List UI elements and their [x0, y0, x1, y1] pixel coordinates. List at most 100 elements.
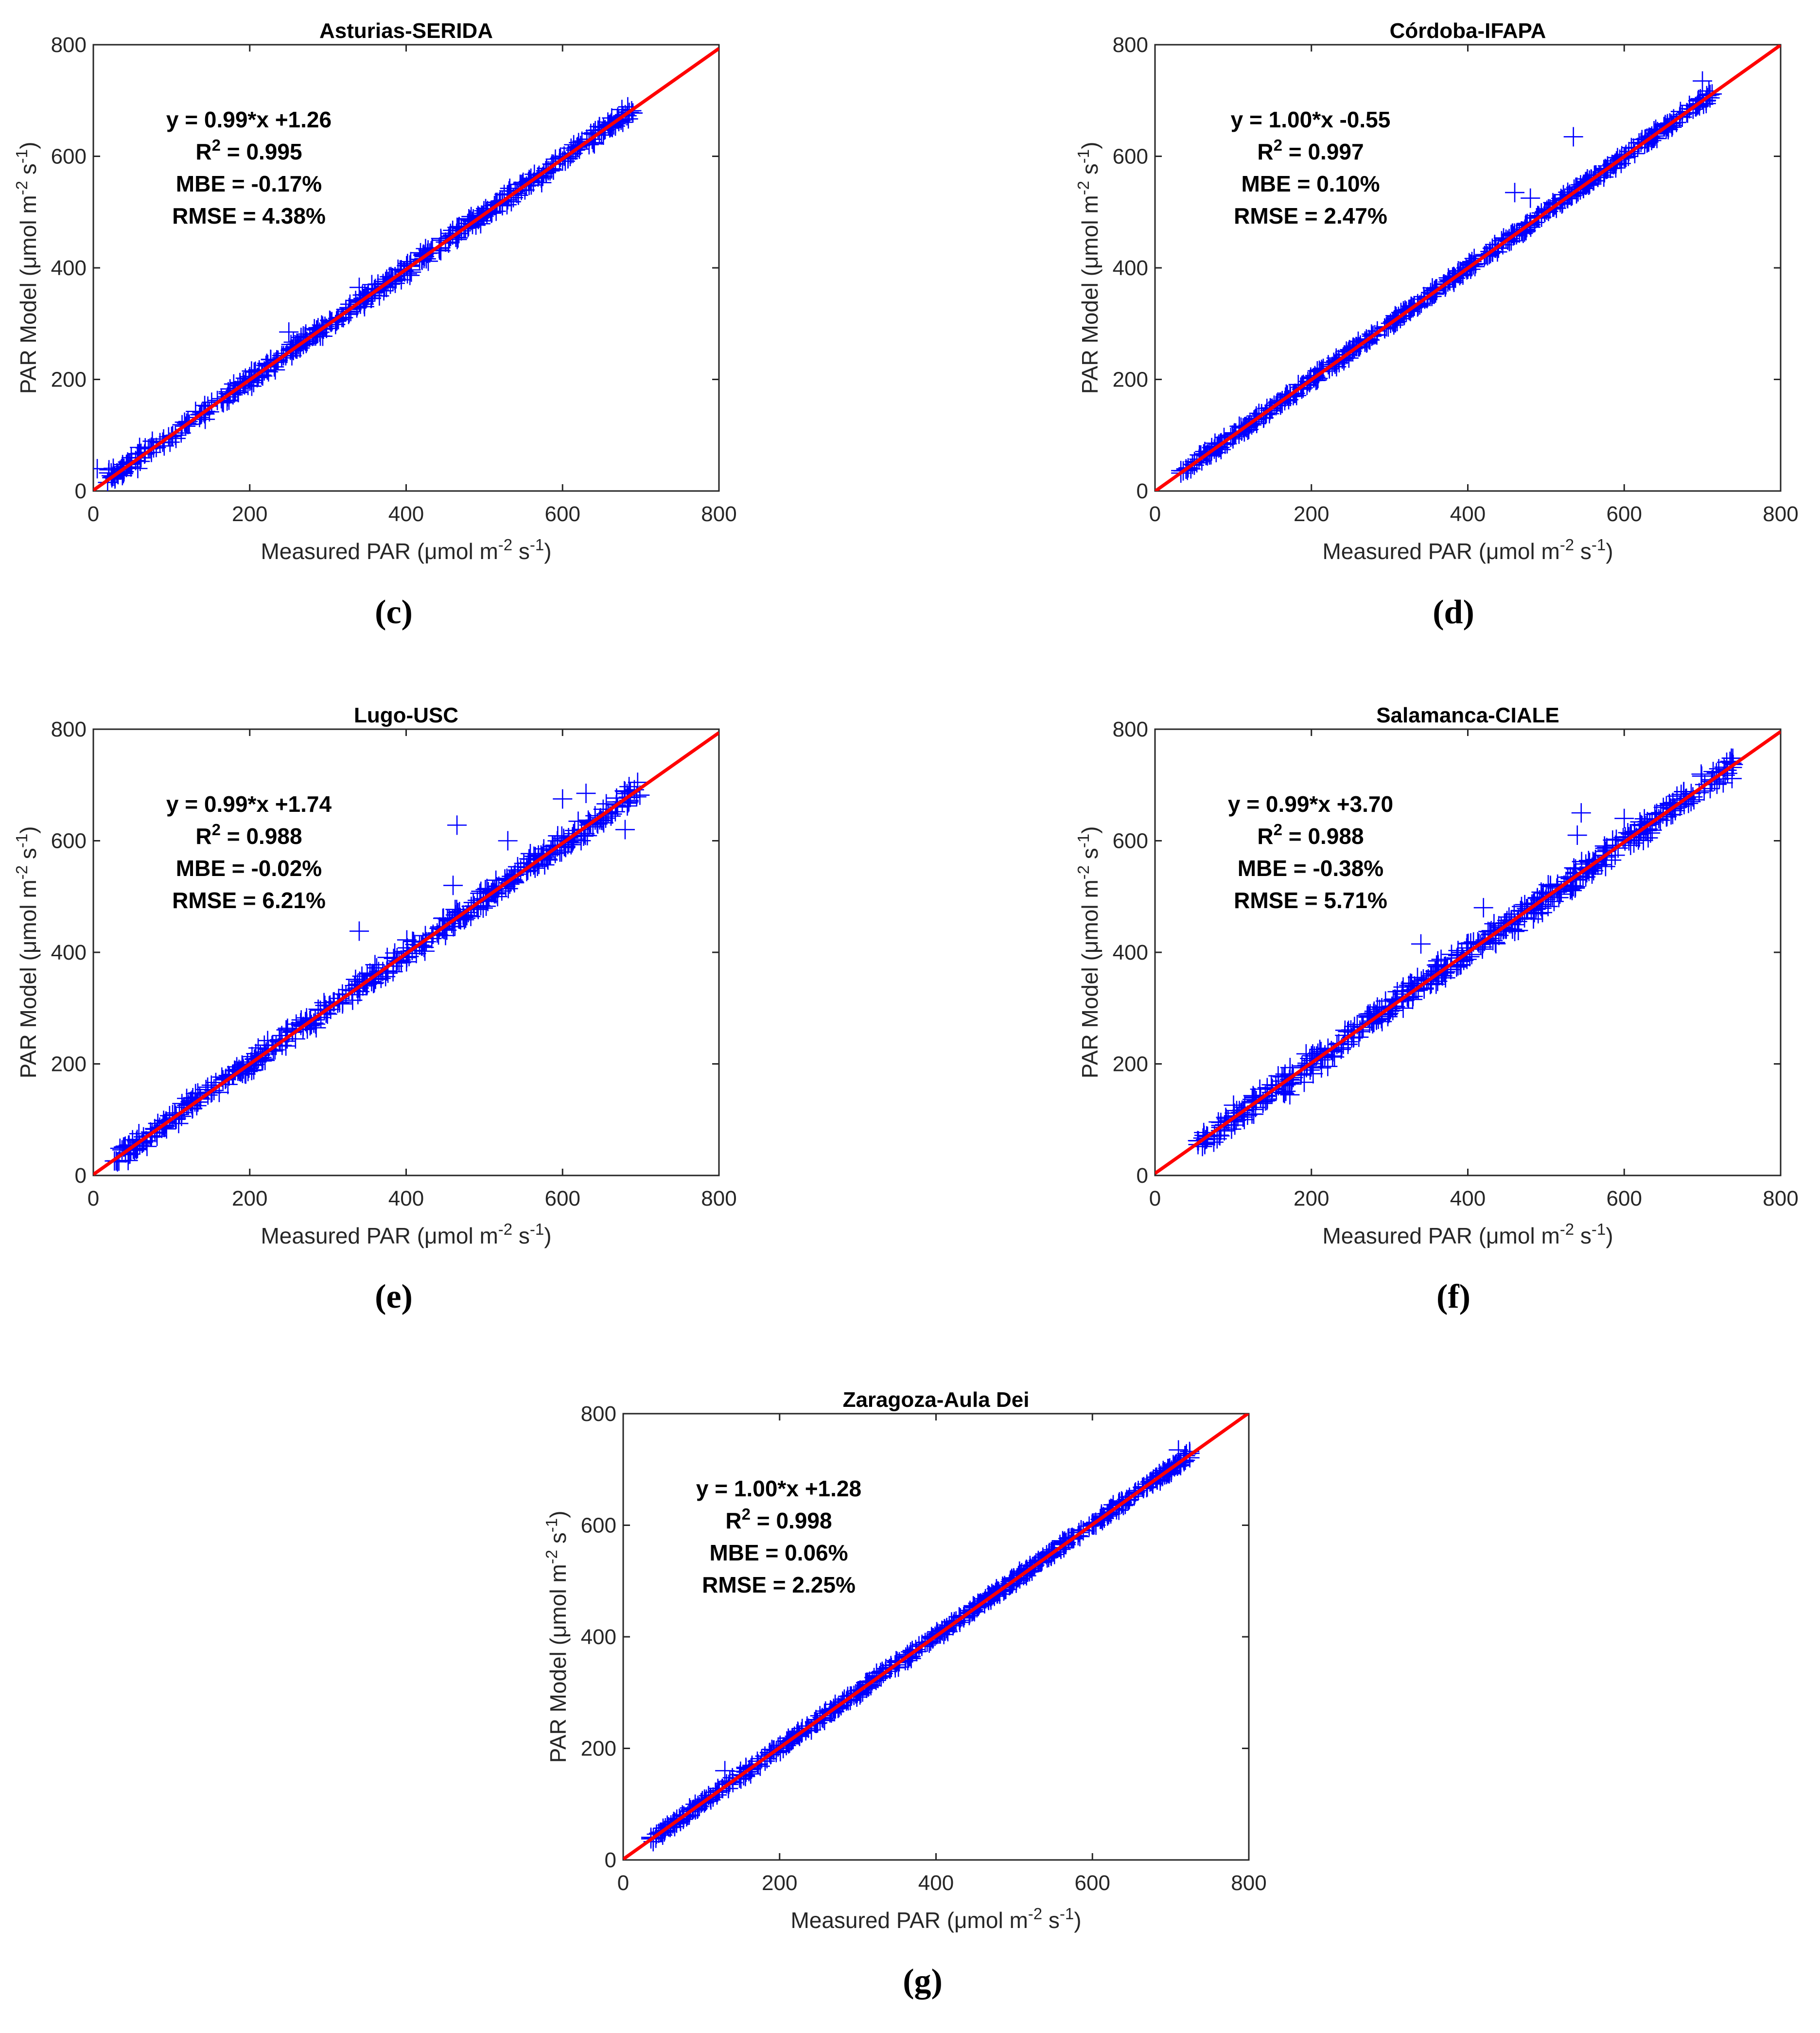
fit-line	[1155, 45, 1781, 491]
data-point	[1644, 128, 1663, 148]
data-point	[858, 1673, 878, 1693]
data-point	[155, 1116, 175, 1136]
data-point	[169, 1114, 189, 1134]
data-point	[1567, 825, 1587, 845]
x-tick-label: 600	[545, 502, 580, 526]
data-point	[1533, 903, 1553, 923]
data-point	[1318, 1056, 1338, 1076]
data-point	[1614, 808, 1634, 828]
data-point	[248, 1038, 268, 1058]
stats-annotation-line: RMSE = 2.25%	[702, 1572, 856, 1597]
data-point	[106, 1151, 126, 1171]
x-tick-label: 600	[1607, 1187, 1642, 1210]
y-axis-label: PAR Model (μmol m-2 s-1)	[13, 142, 41, 394]
x-tick-label: 600	[1075, 1871, 1110, 1895]
data-point	[568, 811, 588, 831]
data-point	[313, 316, 332, 336]
data-point	[352, 966, 372, 986]
data-point	[156, 1111, 176, 1131]
data-point	[1378, 317, 1398, 337]
x-axis-label: Measured PAR (μmol m-2 s-1)	[1322, 1220, 1613, 1249]
data-point	[571, 831, 591, 851]
y-tick-label: 200	[51, 1052, 87, 1076]
x-tick-label: 800	[1231, 1871, 1266, 1895]
fit-line	[93, 47, 719, 491]
y-tick-label: 200	[1113, 368, 1148, 392]
y-tick-label: 600	[581, 1514, 616, 1538]
y-tick-label: 400	[581, 1625, 616, 1649]
data-point	[443, 876, 463, 895]
data-point	[1658, 114, 1678, 134]
data-point	[1473, 898, 1493, 918]
x-tick-label: 400	[388, 502, 424, 526]
y-tick-label: 200	[51, 368, 87, 392]
stats-annotation-line: y = 0.99*x +1.74	[166, 791, 332, 817]
data-point	[1553, 193, 1573, 213]
data-point	[1528, 904, 1548, 924]
x-tick-label: 800	[701, 502, 736, 526]
data-point	[1571, 803, 1591, 823]
data-point	[976, 1589, 996, 1609]
y-tick-label: 0	[1137, 479, 1148, 503]
data-point	[1400, 301, 1420, 321]
data-point	[412, 250, 432, 270]
x-tick-label: 800	[701, 1187, 736, 1210]
y-tick-label: 800	[1113, 33, 1148, 57]
x-tick-label: 200	[1294, 1187, 1329, 1210]
data-point	[99, 460, 119, 480]
stats-annotation-line: y = 1.00*x +1.28	[696, 1476, 861, 1501]
stats-annotation-line: RMSE = 4.38%	[172, 203, 326, 228]
data-point	[279, 322, 299, 342]
data-point	[1169, 1440, 1189, 1460]
y-tick-label: 800	[581, 1402, 616, 1426]
chart-title: Salamanca-CIALE	[1376, 703, 1559, 727]
data-point	[1505, 183, 1525, 203]
data-point	[258, 1031, 278, 1051]
data-point	[447, 815, 467, 835]
panel-caption: (c)	[375, 594, 413, 631]
data-point	[1390, 309, 1410, 329]
data-point	[278, 1018, 298, 1038]
x-tick-label: 800	[1763, 1187, 1798, 1210]
data-point	[307, 320, 327, 340]
y-tick-label: 0	[605, 1848, 616, 1872]
chart-panel: 0 200 400 600 800 0 200 400 600 800 Zaragoza-Aula …	[542, 1388, 1267, 2000]
stats-annotation-line: MBE = -0.17%	[176, 171, 322, 196]
stats-annotation-line: R2 = 0.988	[1257, 821, 1364, 849]
panel-caption: (d)	[1433, 594, 1474, 631]
panel-caption: (f)	[1436, 1278, 1470, 1315]
data-point	[788, 1722, 808, 1742]
x-tick-label: 400	[1450, 502, 1486, 526]
data-point	[553, 789, 573, 809]
panel-caption: (g)	[903, 1963, 943, 2000]
data-point	[498, 831, 518, 851]
y-tick-label: 200	[1113, 1052, 1148, 1076]
x-tick-label: 400	[388, 1187, 424, 1210]
x-tick-label: 200	[232, 1187, 267, 1210]
data-point	[186, 1084, 206, 1104]
x-axis-label: Measured PAR (μmol m-2 s-1)	[261, 536, 551, 564]
y-tick-label: 600	[51, 145, 87, 169]
stats-annotation-line: RMSE = 5.71%	[1234, 888, 1387, 913]
chart-title: Zaragoza-Aula Dei	[843, 1388, 1030, 1412]
data-point	[579, 812, 599, 832]
data-point	[518, 860, 538, 880]
data-point	[615, 820, 635, 840]
chart-title: Asturias-SERIDA	[319, 19, 493, 43]
stats-annotation-line: R2 = 0.997	[1257, 136, 1364, 165]
data-point	[1582, 864, 1602, 884]
data-point	[1595, 857, 1615, 876]
data-point	[349, 921, 369, 941]
stats-annotation-line: R2 = 0.995	[195, 136, 302, 165]
data-point	[1713, 773, 1733, 793]
data-point	[386, 269, 406, 289]
data-point	[980, 1586, 999, 1606]
y-tick-label: 0	[75, 479, 87, 503]
x-tick-label: 800	[1763, 502, 1798, 526]
stats-annotation-line: MBE = 0.06%	[709, 1540, 848, 1565]
y-tick-label: 800	[51, 33, 87, 57]
stats-annotation-line: y = 1.00*x -0.55	[1231, 107, 1391, 132]
data-point	[1693, 71, 1713, 91]
data-point	[137, 1137, 157, 1157]
